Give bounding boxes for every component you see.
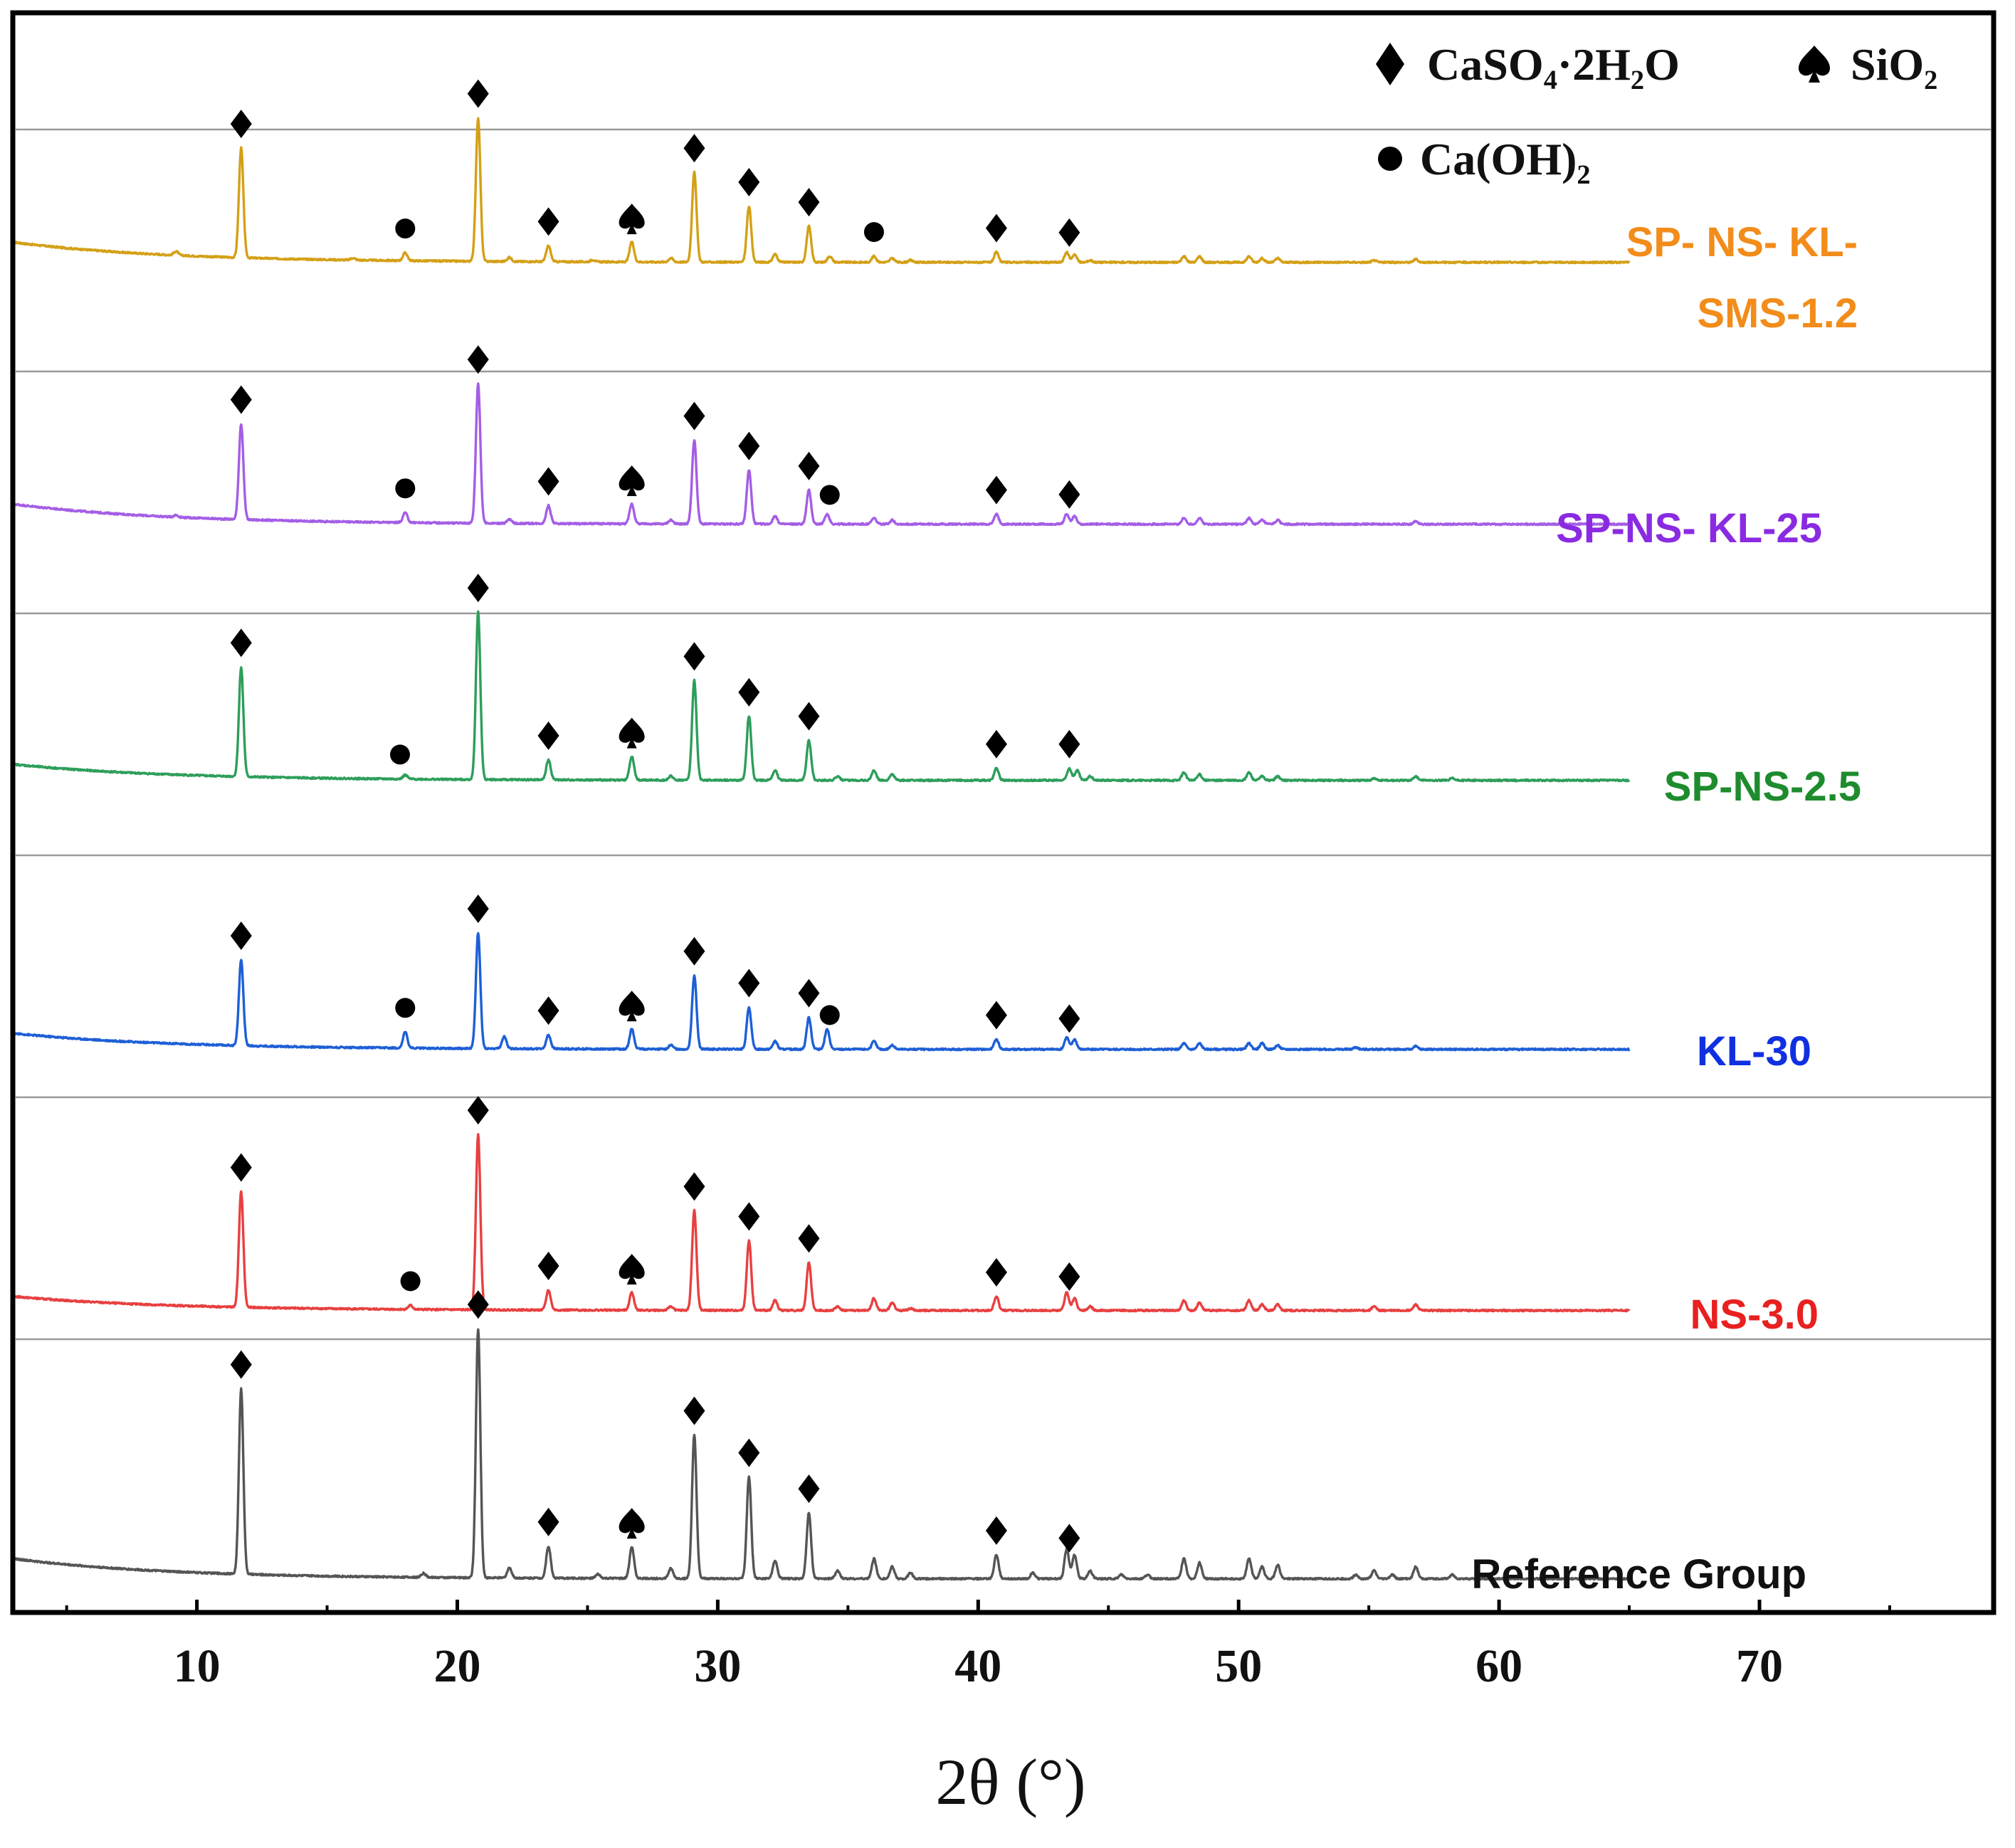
x-tick-label: 30 <box>694 1640 741 1692</box>
panel-separators <box>16 128 1991 1341</box>
diamond-marker-icon <box>1058 729 1080 759</box>
circle-marker-icon <box>390 744 411 765</box>
series-curve <box>13 931 1631 1052</box>
spade-marker-icon <box>619 1254 645 1285</box>
diamond-marker-icon <box>798 1224 820 1253</box>
diamond-marker-icon <box>230 628 252 658</box>
series-label: KL-30 <box>1697 1028 1811 1075</box>
spade-marker-icon <box>619 204 645 235</box>
x-tick-label: 50 <box>1215 1640 1262 1692</box>
peak-markers <box>230 79 1080 1553</box>
diamond-marker-icon <box>738 167 760 196</box>
diamond-marker-icon <box>798 978 820 1008</box>
series-curve <box>14 610 1631 783</box>
diamond-marker-icon <box>537 721 559 750</box>
legend-circle-icon <box>1378 147 1402 171</box>
diamond-marker-icon <box>1058 480 1080 509</box>
series-curve <box>14 1133 1631 1313</box>
diamond-marker-icon <box>798 188 820 217</box>
x-tick-label: 70 <box>1736 1640 1783 1692</box>
circle-marker-icon <box>819 485 840 505</box>
series-curve <box>13 382 1631 527</box>
legend: CaSO₄·2H₂O SiO₂ Ca(OH)₂ <box>1376 39 1937 184</box>
spade-marker-icon <box>619 465 645 497</box>
diamond-marker-icon <box>738 677 760 707</box>
spade-marker-icon <box>619 991 645 1022</box>
series-labels: SP- NS- KL- SMS-1.2 SP-NS- KL-25 SP-NS-2.5 K… <box>1471 219 1861 1598</box>
diamond-marker-icon <box>537 1251 559 1280</box>
diamond-marker-icon <box>985 1516 1007 1545</box>
diamond-marker-icon <box>683 134 705 163</box>
series-curve <box>14 1328 1631 1581</box>
diamond-marker-icon <box>683 936 705 966</box>
series-label: Reference Group <box>1471 1551 1806 1598</box>
legend-diamond-icon <box>1376 43 1404 85</box>
series-label: SMS-1.2 <box>1697 290 1858 337</box>
series-curve <box>14 117 1631 265</box>
series-label: SP-NS- KL-25 <box>1556 505 1822 551</box>
series-label: SP- NS- KL- <box>1626 219 1858 265</box>
diamond-marker-icon <box>985 1258 1007 1287</box>
diamond-marker-icon <box>1058 1262 1080 1291</box>
circle-marker-icon <box>395 478 416 499</box>
diamond-marker-icon <box>230 1153 252 1182</box>
diamond-marker-icon <box>683 1396 705 1425</box>
diamond-marker-icon <box>798 1474 820 1504</box>
x-tick-label: 60 <box>1475 1640 1522 1692</box>
diamond-marker-icon <box>738 1438 760 1467</box>
circle-marker-icon <box>395 998 416 1018</box>
diamond-marker-icon <box>467 894 489 924</box>
diamond-marker-icon <box>738 431 760 460</box>
diamond-marker-icon <box>1058 1524 1080 1553</box>
series-label: NS-3.0 <box>1690 1292 1819 1338</box>
diamond-marker-icon <box>230 385 252 414</box>
diamond-marker-icon <box>798 451 820 480</box>
circle-marker-icon <box>400 1271 421 1292</box>
diamond-marker-icon <box>683 1172 705 1201</box>
diamond-marker-icon <box>230 1350 252 1379</box>
diamond-marker-icon <box>537 1507 559 1536</box>
diamond-marker-icon <box>537 207 559 236</box>
diamond-marker-icon <box>537 467 559 496</box>
legend-label-caso4: CaSO₄·2H₂O <box>1427 39 1680 90</box>
diamond-marker-icon <box>230 110 252 139</box>
spade-marker-icon <box>619 717 645 749</box>
diamond-marker-icon <box>683 642 705 671</box>
legend-label-caoh2: Ca(OH)₂ <box>1420 134 1591 184</box>
diamond-marker-icon <box>985 475 1007 505</box>
legend-spade-icon <box>1799 46 1830 83</box>
diamond-marker-icon <box>467 79 489 108</box>
diamond-marker-icon <box>1058 1004 1080 1033</box>
x-axis: 10 20 30 40 50 60 70 <box>65 1600 1891 1692</box>
diamond-marker-icon <box>1058 218 1080 247</box>
diamond-marker-icon <box>798 702 820 731</box>
diamond-marker-icon <box>467 574 489 603</box>
spade-marker-icon <box>619 1508 645 1539</box>
circle-marker-icon <box>395 218 416 239</box>
x-tick-label: 40 <box>954 1640 1001 1692</box>
diamond-marker-icon <box>985 729 1007 759</box>
diamond-marker-icon <box>537 996 559 1025</box>
plot-frame <box>10 10 1996 1615</box>
series-curves <box>13 117 1631 1581</box>
legend-label-sio2: SiO₂ <box>1851 39 1937 90</box>
circle-marker-icon <box>819 1005 840 1025</box>
circle-marker-icon <box>863 222 884 243</box>
diamond-marker-icon <box>738 968 760 998</box>
diamond-marker-icon <box>467 1096 489 1125</box>
diamond-marker-icon <box>985 1000 1007 1030</box>
x-axis-title: 2θ (°) <box>935 1746 1085 1818</box>
diamond-marker-icon <box>467 1290 489 1319</box>
diamond-marker-icon <box>467 345 489 374</box>
diamond-marker-icon <box>683 401 705 431</box>
diamond-marker-icon <box>985 213 1007 243</box>
series-label: SP-NS-2.5 <box>1664 764 1861 810</box>
x-tick-label: 20 <box>434 1640 481 1692</box>
x-tick-label: 10 <box>174 1640 221 1692</box>
diamond-marker-icon <box>738 1202 760 1231</box>
diamond-marker-icon <box>230 921 252 950</box>
